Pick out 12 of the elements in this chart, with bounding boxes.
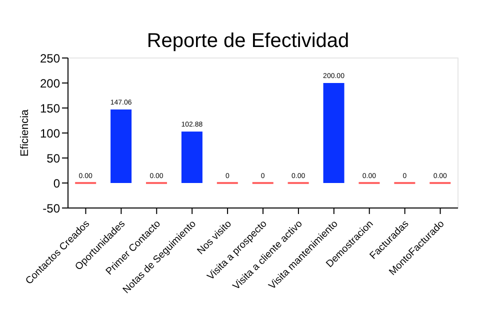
bar [323, 83, 344, 183]
bar [181, 132, 202, 183]
y-tick-label: 0 [53, 176, 60, 190]
y-tick-label: -50 [42, 201, 60, 216]
y-tick-label: 200 [40, 76, 60, 90]
bar [110, 109, 132, 183]
y-tick-label: 100 [40, 126, 60, 140]
y-tick-label: 250 [40, 51, 60, 66]
y-tick-label: 150 [40, 101, 60, 116]
y-tick-label: 50 [46, 151, 60, 166]
chart-title: Reporte de Efectividad [146, 30, 350, 53]
y-axis-title: Eficiencia [19, 108, 31, 157]
